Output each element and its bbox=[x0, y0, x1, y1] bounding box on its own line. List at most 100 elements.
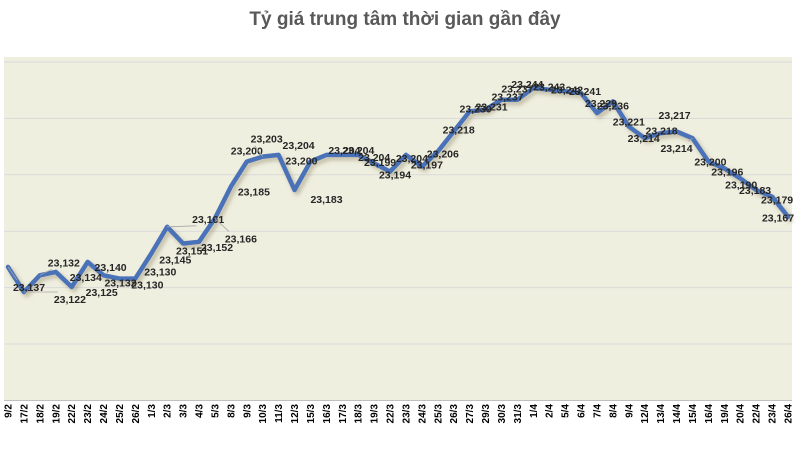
data-label: 23,236 bbox=[597, 100, 629, 112]
label-leader-line bbox=[214, 218, 230, 232]
x-axis-label: 19/2 bbox=[51, 404, 62, 424]
x-axis-label: 8/4 bbox=[608, 404, 619, 418]
data-label: 23,130 bbox=[144, 267, 176, 279]
label-leader-line bbox=[7, 266, 18, 281]
data-label: 23,204 bbox=[342, 145, 374, 157]
x-axis-label: 3/3 bbox=[179, 404, 190, 418]
data-label: 23,217 bbox=[659, 110, 691, 122]
x-axis-label: 14/4 bbox=[672, 404, 683, 424]
data-label: 23,161 bbox=[192, 214, 224, 226]
label-leader-line bbox=[39, 268, 52, 276]
x-axis-label: 22/3 bbox=[386, 404, 397, 424]
x-axis-label: 23/4 bbox=[768, 404, 779, 424]
x-axis-label: 6/4 bbox=[577, 404, 588, 418]
chart-title: Tỷ giá trung tâm thời gian gần đây bbox=[249, 9, 561, 30]
data-label: 23,214 bbox=[628, 133, 660, 145]
data-label: 23,183 bbox=[310, 194, 342, 206]
x-axis-label: 12/4 bbox=[640, 404, 651, 424]
x-axis-labels: 9/2 17/2 18/2 19/2 22/2 23/2 24/2 25/2 26/2 1/3 2/… bbox=[4, 404, 795, 424]
data-label: 23,200 bbox=[285, 156, 317, 168]
x-axis-label: 22/4 bbox=[752, 404, 763, 424]
x-axis-label: 23/3 bbox=[401, 404, 412, 424]
data-label: 23,218 bbox=[646, 126, 678, 138]
x-axis-label: 16/4 bbox=[704, 404, 715, 424]
data-label: 23,125 bbox=[86, 287, 118, 299]
data-label: 23,151 bbox=[176, 246, 208, 258]
data-label: 23,194 bbox=[379, 170, 411, 182]
x-axis-label: 22/2 bbox=[67, 404, 78, 424]
x-axis-label: 18/2 bbox=[35, 404, 46, 424]
x-axis-label: 4/3 bbox=[195, 404, 206, 418]
data-label: 23,134 bbox=[70, 272, 102, 284]
x-axis-label: 17/2 bbox=[19, 404, 30, 424]
data-label: 23,145 bbox=[159, 255, 191, 267]
x-axis-label: 5/4 bbox=[561, 404, 572, 418]
data-label: 23,166 bbox=[225, 233, 257, 245]
data-label: 23,231 bbox=[475, 102, 507, 114]
data-label: 23,204 bbox=[396, 153, 428, 165]
x-axis-label: 25/2 bbox=[115, 404, 126, 424]
x-axis-label: 26/2 bbox=[131, 404, 142, 424]
x-axis-label: 12/3 bbox=[290, 404, 301, 424]
data-label: 23,200 bbox=[694, 157, 726, 169]
plot-area bbox=[4, 57, 792, 400]
x-axis-label: 17/3 bbox=[338, 404, 349, 424]
data-label: 23,167 bbox=[762, 213, 794, 225]
x-axis-label: 2/4 bbox=[545, 404, 556, 418]
data-label: 23,140 bbox=[95, 262, 127, 274]
data-label: 23,197 bbox=[411, 160, 443, 172]
data-label: 23,130 bbox=[131, 280, 163, 292]
x-axis-label: 19/4 bbox=[720, 404, 731, 424]
x-axis-label: 27/3 bbox=[465, 404, 476, 424]
x-axis-label: 24/3 bbox=[417, 404, 428, 424]
data-label: 23,132 bbox=[104, 277, 136, 289]
data-label: 23,190 bbox=[725, 179, 757, 191]
x-axis-label: 31/3 bbox=[513, 404, 524, 424]
data-label: 23,229 bbox=[585, 98, 617, 110]
x-axis-label: 2/3 bbox=[163, 404, 174, 418]
x-axis-label: 16/3 bbox=[322, 404, 333, 424]
data-label: 23,152 bbox=[201, 242, 233, 254]
data-labels: 23,13723,12223,13223,13423,12523,14023,1… bbox=[7, 79, 794, 306]
x-axis-label: 26/3 bbox=[449, 404, 460, 424]
x-axis-label: 23/2 bbox=[83, 404, 94, 424]
x-axis-label: 1/3 bbox=[147, 404, 158, 418]
data-label: 23,183 bbox=[739, 185, 771, 197]
data-label: 23,132 bbox=[48, 257, 80, 269]
data-label: 23,204 bbox=[358, 152, 390, 164]
data-label: 23,237 bbox=[491, 92, 523, 104]
data-label: 23,137 bbox=[13, 282, 45, 294]
data-label: 23,199 bbox=[364, 157, 396, 169]
data-label: 23,218 bbox=[443, 125, 475, 137]
label-leader-line bbox=[254, 145, 264, 157]
data-label: 23,206 bbox=[427, 149, 459, 161]
x-axis-label: 24/2 bbox=[99, 404, 110, 424]
x-axis-label: 25/3 bbox=[433, 404, 444, 424]
x-axis-label: 15/3 bbox=[306, 404, 317, 424]
x-axis-label: 8/3 bbox=[226, 404, 237, 418]
data-label: 23,214 bbox=[660, 143, 692, 155]
x-axis-label: 26/4 bbox=[784, 404, 795, 424]
x-axis-label: 7/4 bbox=[593, 404, 604, 418]
data-label: 23,244 bbox=[511, 79, 543, 91]
data-label: 23,237 bbox=[501, 84, 533, 96]
x-axis-label: 5/3 bbox=[210, 404, 221, 418]
x-axis-label: 13/4 bbox=[656, 404, 667, 424]
data-label: 23,179 bbox=[761, 195, 793, 207]
x-axis-label: 30/3 bbox=[497, 404, 508, 424]
data-label: 23,185 bbox=[238, 187, 270, 199]
data-label: 23,243 bbox=[533, 82, 565, 94]
data-label: 23,241 bbox=[569, 86, 601, 98]
x-axis-label: 9/2 bbox=[4, 404, 15, 418]
data-label: 23,221 bbox=[613, 117, 645, 129]
x-axis-label: 20/4 bbox=[736, 404, 747, 424]
data-label: 23,122 bbox=[54, 294, 86, 306]
x-axis-label: 9/4 bbox=[624, 404, 635, 418]
label-leader-line bbox=[167, 225, 197, 228]
x-axis-label: 9/3 bbox=[242, 404, 253, 418]
x-axis-label: 11/3 bbox=[274, 404, 285, 423]
data-label: 23,242 bbox=[551, 84, 583, 96]
data-label: 23,204 bbox=[283, 140, 315, 152]
